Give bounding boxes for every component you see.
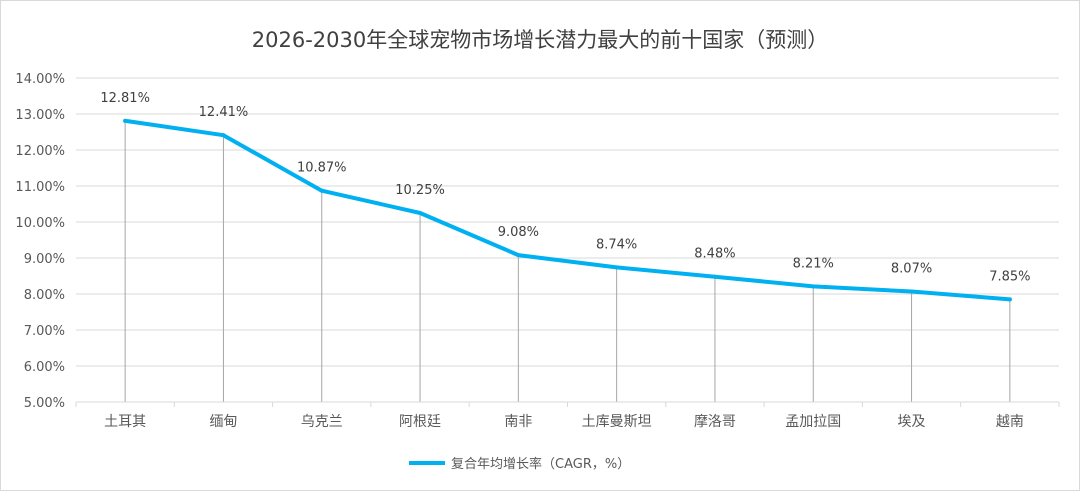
y-axis-ticks: 5.00% 6.00% 7.00% 8.00% 9.00% 10.00% 11.00% 12.… [15,72,65,411]
x-tick-label: 越南 [996,414,1024,430]
data-point [1007,297,1012,302]
legend: 复合年均增长率（CAGR，%） [409,456,630,472]
data-label: 8.74% [596,237,637,252]
data-label: 12.81% [100,91,150,106]
y-tick-label: 8.00% [24,288,65,303]
data-point [909,289,914,294]
data-labels: 12.81% 12.41% 10.87% 10.25% 9.08% 8.74% 8.48% 8… [100,91,1030,285]
data-label: 8.21% [793,256,834,271]
x-tick-label: 阿根廷 [399,414,441,430]
x-tick-label: 埃及 [898,414,926,430]
y-tick-label: 10.00% [15,216,65,231]
series-line [123,118,1012,302]
x-tick-label: 摩洛哥 [694,413,736,430]
x-tick-label: 南非 [504,414,532,430]
y-tick-label: 13.00% [15,108,65,123]
drop-lines [124,120,1011,402]
data-label: 12.41% [199,105,249,120]
y-tick-label: 14.00% [15,72,65,87]
legend-label: 复合年均增长率（CAGR，%） [451,456,630,472]
data-point [811,284,816,289]
y-tick-label: 5.00% [24,396,65,411]
data-label: 7.85% [989,269,1030,284]
x-tick-label: 土库曼斯坦 [582,414,652,430]
y-tick-label: 7.00% [24,324,65,339]
data-label: 10.25% [395,183,445,198]
data-point [221,133,226,138]
x-tick-label: 土耳其 [104,414,146,430]
series-line-path [123,118,1012,302]
chart-title: 2026-2030年全球宠物市场增长潜力最大的前十国家（预测） [252,28,828,52]
data-label: 8.48% [694,247,735,262]
y-tick-label: 6.00% [24,360,65,375]
data-label: 9.08% [498,225,539,240]
x-tick-label: 乌克兰 [301,414,343,430]
data-label: 8.07% [891,261,932,276]
y-tick-label: 12.00% [15,144,65,159]
y-tick-label: 9.00% [24,252,65,267]
gridlines [76,77,1059,367]
x-axis: 土耳其 缅甸 乌克兰 阿根廷 南非 土库曼斯坦 摩洛哥 孟加拉国 埃及 越南 [75,401,1060,430]
data-point [319,188,324,193]
data-point [123,118,128,123]
data-label: 10.87% [297,161,347,176]
y-tick-label: 11.00% [15,180,65,195]
data-point [516,253,521,258]
x-tick-label: 缅甸 [209,414,237,430]
data-point [418,211,423,215]
data-point [712,274,717,279]
x-tick-label: 孟加拉国 [785,414,841,430]
data-point [614,265,619,270]
